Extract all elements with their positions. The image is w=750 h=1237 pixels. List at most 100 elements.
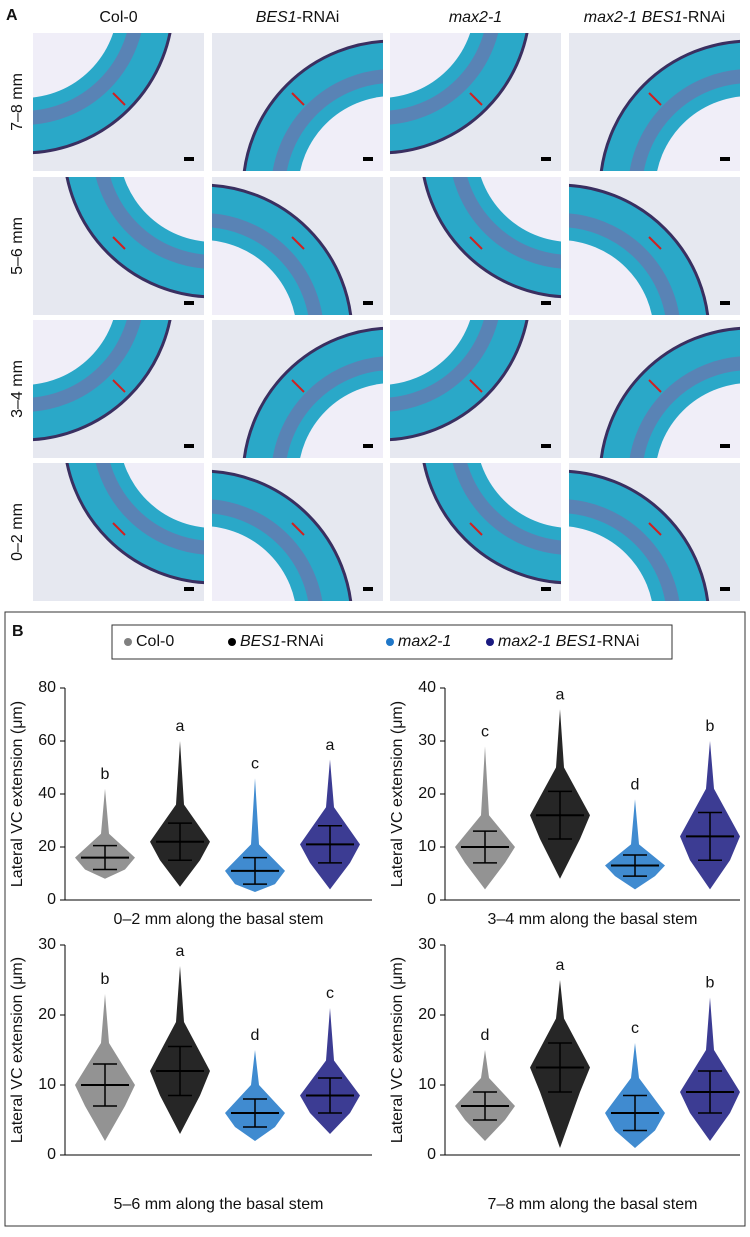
micrograph (212, 320, 383, 458)
legend-label: max2-1 BES1-RNAi (498, 633, 639, 650)
y-axis-label: Lateral VC extension (μm) (9, 957, 26, 1143)
y-axis-label: Lateral VC extension (μm) (389, 701, 406, 887)
legend-label-part: max2-1 BES1 (498, 633, 597, 650)
panel-b-frame (4, 611, 746, 1227)
vc-marker (291, 522, 305, 536)
y-tick-label: 20 (418, 1006, 436, 1023)
micrograph (212, 463, 383, 601)
tissue-cortex (390, 320, 471, 385)
y-tick-label: 10 (418, 1076, 436, 1093)
micrograph (390, 320, 561, 458)
x-axis-label: 5–6 mm along the basal stem (114, 1196, 324, 1213)
scale-bar (184, 301, 194, 305)
x-axis-label: 0–2 mm along the basal stem (114, 911, 324, 928)
micrograph (33, 177, 204, 315)
y-axis-label: Lateral VC extension (μm) (9, 701, 26, 887)
y-tick-label: 40 (38, 785, 56, 802)
scale-bar (363, 157, 373, 161)
y-tick-label: 0 (47, 891, 56, 908)
legend-label-part: -RNAi (281, 633, 324, 650)
scale-bar (541, 157, 551, 161)
micrograph (390, 177, 561, 315)
significance-letter: c (251, 755, 259, 772)
row-label: 5–6 mm (9, 217, 26, 275)
significance-letter: d (251, 1027, 260, 1044)
tissue-cortex (300, 383, 383, 458)
vc-marker (112, 522, 126, 536)
y-tick-label: 0 (427, 1146, 436, 1163)
scale-bar (720, 444, 730, 448)
legend-marker (124, 638, 132, 646)
significance-letter: a (176, 943, 185, 960)
micrograph (33, 463, 204, 601)
y-tick-label: 40 (418, 679, 436, 696)
vc-marker (648, 236, 662, 250)
micrograph (212, 33, 383, 171)
column-header-part: -RNAi (297, 9, 340, 26)
significance-letter: c (481, 724, 489, 741)
tissue-cortex (657, 383, 740, 458)
x-axis-label: 7–8 mm along the basal stem (488, 1196, 698, 1213)
tissue-cortex (212, 240, 295, 315)
swarm (300, 1008, 360, 1134)
row-label: 7–8 mm (9, 73, 26, 131)
significance-letter: a (556, 686, 565, 703)
micrograph (33, 33, 204, 171)
scale-bar (363, 301, 373, 305)
tissue-cortex (569, 526, 652, 601)
column-header: max2-1 BES1-RNAi (584, 9, 725, 26)
micrograph (390, 33, 561, 171)
y-tick-label: 60 (38, 732, 56, 749)
significance-letter: d (481, 1027, 490, 1044)
significance-letter: b (101, 766, 110, 783)
swarm (150, 741, 210, 887)
vc-marker (469, 379, 483, 393)
tissue-cortex (657, 96, 740, 171)
panel-label: B (12, 623, 24, 640)
y-tick-label: 20 (38, 838, 56, 855)
y-tick-label: 0 (427, 891, 436, 908)
legend-marker (228, 638, 236, 646)
legend-label: Col-0 (136, 633, 174, 650)
vc-marker (648, 522, 662, 536)
legend-marker (386, 638, 394, 646)
scale-bar (720, 301, 730, 305)
y-tick-label: 0 (47, 1146, 56, 1163)
legend-label: BES1-RNAi (240, 633, 324, 650)
legend-marker (486, 638, 494, 646)
column-header-part: max2-1 BES1 (584, 9, 683, 26)
scale-bar (184, 157, 194, 161)
swarm (225, 778, 285, 893)
swarm (680, 997, 740, 1141)
legend-label-part: -RNAi (597, 633, 640, 650)
vc-marker (469, 92, 483, 106)
tissue-cortex (480, 463, 561, 528)
scale-bar (720, 587, 730, 591)
vc-marker (469, 522, 483, 536)
vc-marker (648, 379, 662, 393)
significance-letter: c (631, 1020, 639, 1037)
tissue-cortex (123, 463, 204, 528)
panel-label: A (6, 7, 18, 24)
swarm (455, 746, 515, 890)
significance-letter: b (101, 971, 110, 988)
legend-box (111, 624, 673, 660)
scale-bar (541, 587, 551, 591)
y-tick-label: 20 (418, 785, 436, 802)
swarm (75, 788, 135, 879)
scale-bar (720, 157, 730, 161)
vc-marker (112, 92, 126, 106)
vc-marker (291, 92, 305, 106)
swarm (605, 799, 665, 890)
micrograph (569, 320, 740, 458)
vc-marker (469, 236, 483, 250)
significance-letter: a (326, 737, 335, 754)
column-header: BES1-RNAi (256, 9, 340, 26)
swarm (300, 759, 360, 890)
y-tick-label: 10 (418, 838, 436, 855)
micrograph (390, 463, 561, 601)
scale-bar (184, 587, 194, 591)
significance-letter: d (631, 777, 640, 794)
legend-label-part: BES1 (240, 633, 281, 650)
x-axis-label: 3–4 mm along the basal stem (488, 911, 698, 928)
